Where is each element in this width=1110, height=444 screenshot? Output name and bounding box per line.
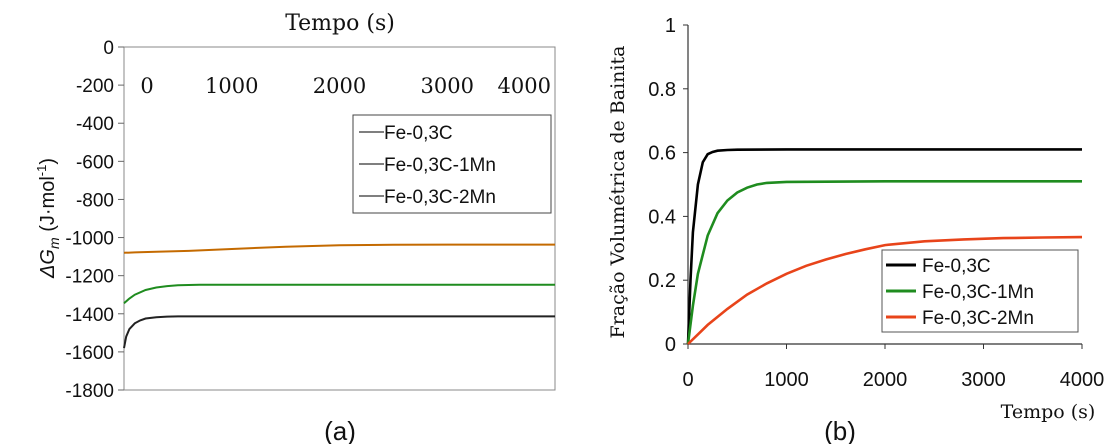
chart-a-y-tick-label: -400 <box>76 114 114 135</box>
chart-b-y-tick-label: 0 <box>665 334 676 356</box>
chart-b-legend-label: Fe-0,3C-1Mn <box>922 282 1034 303</box>
chart-b-x-tick-label: 2000 <box>863 369 908 391</box>
chart-b-x-tick-label: 1000 <box>764 369 809 391</box>
chart-b-panel-label: (b) <box>824 416 856 444</box>
chart-a-y-tick-label: -800 <box>76 190 114 211</box>
chart-a-y-ticks: 0 -200 -400 -600 -800 -1000 -1200 -1400 -1600 -18… <box>65 38 124 402</box>
chart-b-lines <box>686 148 1083 345</box>
chart-a-legend-label: Fe-0,3C-2Mn <box>384 187 496 208</box>
chart-b: 0 0.2 0.4 0.6 0.8 1 0 1000 2000 3000 4000 Fração … <box>607 15 1104 444</box>
chart-b-series-line <box>687 235 1083 345</box>
chart-a-legend-label: Fe-0,3C-1Mn <box>384 155 496 176</box>
chart-b-y-tick-label: 1 <box>665 15 676 37</box>
chart-b-y-tick-label: 0.6 <box>648 143 676 165</box>
chart-a-y-axis-label-superscript: -1 <box>34 165 49 177</box>
chart-a-x-ticks: 0 1000 2000 3000 4000 <box>140 74 551 98</box>
chart-a-y-axis-label-close: ) <box>37 158 59 165</box>
chart-b-y-tick-label: 0.2 <box>648 270 676 292</box>
chart-a-series-line <box>123 315 555 349</box>
chart-b-y-axis-label: Fração Volumétrica de Bainita <box>607 46 629 339</box>
chart-a-y-tick-label: -200 <box>76 76 114 97</box>
chart-a-panel-label: (a) <box>324 416 356 444</box>
chart-b-legend-label: Fe-0,3C-2Mn <box>922 308 1034 329</box>
chart-a-series-line <box>123 243 555 254</box>
chart-b-legend-label: Fe-0,3C <box>922 256 991 277</box>
chart-a-plot-frame <box>123 46 556 391</box>
chart-a-y-axis-label-symbol: ΔG <box>37 249 59 279</box>
chart-a-y-axis-label-units: (J·mol <box>37 176 59 237</box>
chart-b-x-tick-label: 0 <box>682 369 693 391</box>
chart-b-y-ticks: 0 0.2 0.4 0.6 0.8 1 <box>648 15 688 356</box>
chart-a-x-tick-label: 4000 <box>498 74 551 98</box>
chart-b-x-tick-label: 4000 <box>1060 369 1105 391</box>
chart-a-y-tick-label: -600 <box>76 152 114 173</box>
chart-a-lines <box>123 243 555 349</box>
chart-a-legend-box <box>352 114 552 214</box>
chart-b-legend: Fe-0,3C Fe-0,3C-1Mn Fe-0,3C-2Mn <box>881 249 1079 333</box>
chart-a-y-tick-label: -1000 <box>65 229 114 250</box>
chart-b-y-tick-label: 0.4 <box>648 206 676 228</box>
chart-a-x-tick-label: 1000 <box>205 74 258 98</box>
chart-a: Tempo (s) 0-200-400-600-800-1000-1200-14… <box>34 11 556 444</box>
chart-a-y-axis-label-subscript: m <box>46 237 62 249</box>
chart-b-series-line <box>686 148 1082 345</box>
chart-b-x-axis-label: Tempo (s) <box>1001 401 1096 423</box>
chart-a-series-line <box>123 283 555 305</box>
chart-a-title: Tempo (s) <box>285 11 395 36</box>
chart-b-x-tick-label: 3000 <box>961 369 1006 391</box>
chart-a-legend: Fe-0,3C Fe-0,3C-1Mn Fe-0,3C-2Mn <box>352 114 552 214</box>
chart-b-y-tick-label: 0.8 <box>648 79 676 101</box>
chart-a-y-tick-label: -1400 <box>65 305 114 326</box>
chart-a-y-tick-label: -1600 <box>65 343 114 364</box>
chart-a-x-tick-label: 2000 <box>313 74 366 98</box>
chart-a-legend-label: Fe-0,3C <box>384 123 453 144</box>
chart-a-x-tick-label: 0 <box>140 74 153 98</box>
chart-a-y-tick-label: -1800 <box>65 381 114 402</box>
chart-b-x-ticks: 0 1000 2000 3000 4000 <box>682 344 1104 391</box>
chart-b-series-line <box>686 180 1082 345</box>
chart-a-y-tick-label: 0 <box>103 38 114 59</box>
chart-a-y-axis-label: ΔGm (J·mol-1) <box>34 158 62 279</box>
chart-a-y-tick-label: -1200 <box>65 267 114 288</box>
chart-a-x-tick-label: 3000 <box>421 74 474 98</box>
